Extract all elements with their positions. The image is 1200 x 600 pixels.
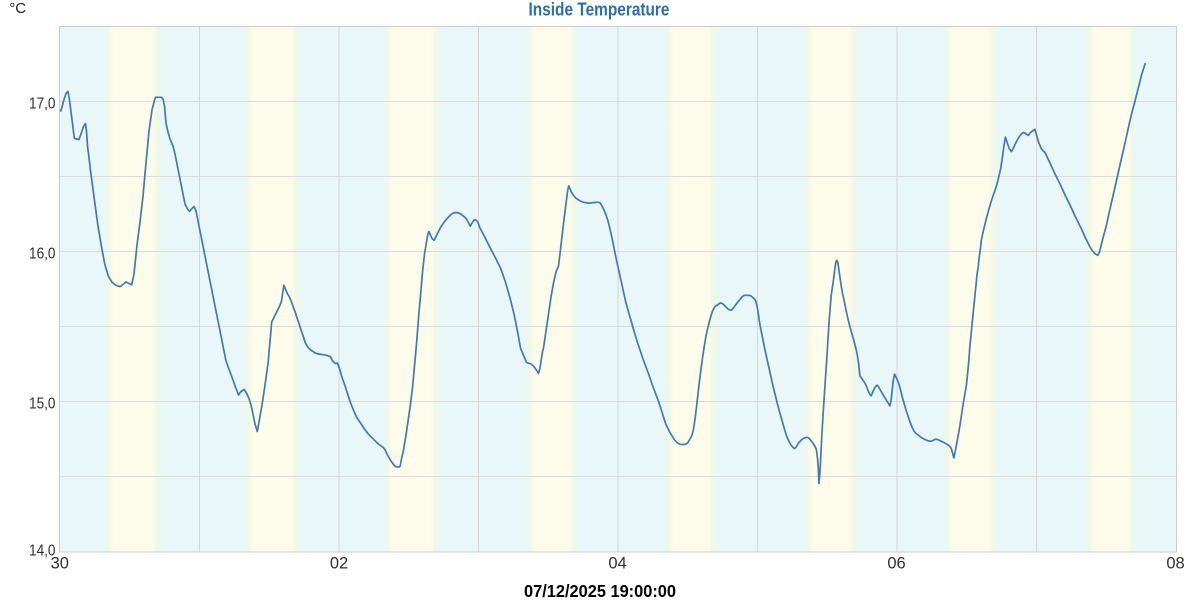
svg-text:16,0: 16,0 <box>29 246 56 263</box>
svg-text:02: 02 <box>330 555 348 573</box>
svg-text:°C: °C <box>9 0 26 17</box>
svg-text:17,0: 17,0 <box>29 96 56 113</box>
svg-text:06: 06 <box>887 555 905 573</box>
svg-text:30: 30 <box>51 555 69 573</box>
svg-text:07/12/2025 19:00:00: 07/12/2025 19:00:00 <box>524 581 676 600</box>
svg-text:04: 04 <box>608 555 626 573</box>
svg-text:15,0: 15,0 <box>29 396 56 413</box>
svg-text:14,0: 14,0 <box>29 543 56 560</box>
svg-text:Inside Temperature: Inside Temperature <box>529 0 670 20</box>
svg-text:08: 08 <box>1166 555 1184 573</box>
